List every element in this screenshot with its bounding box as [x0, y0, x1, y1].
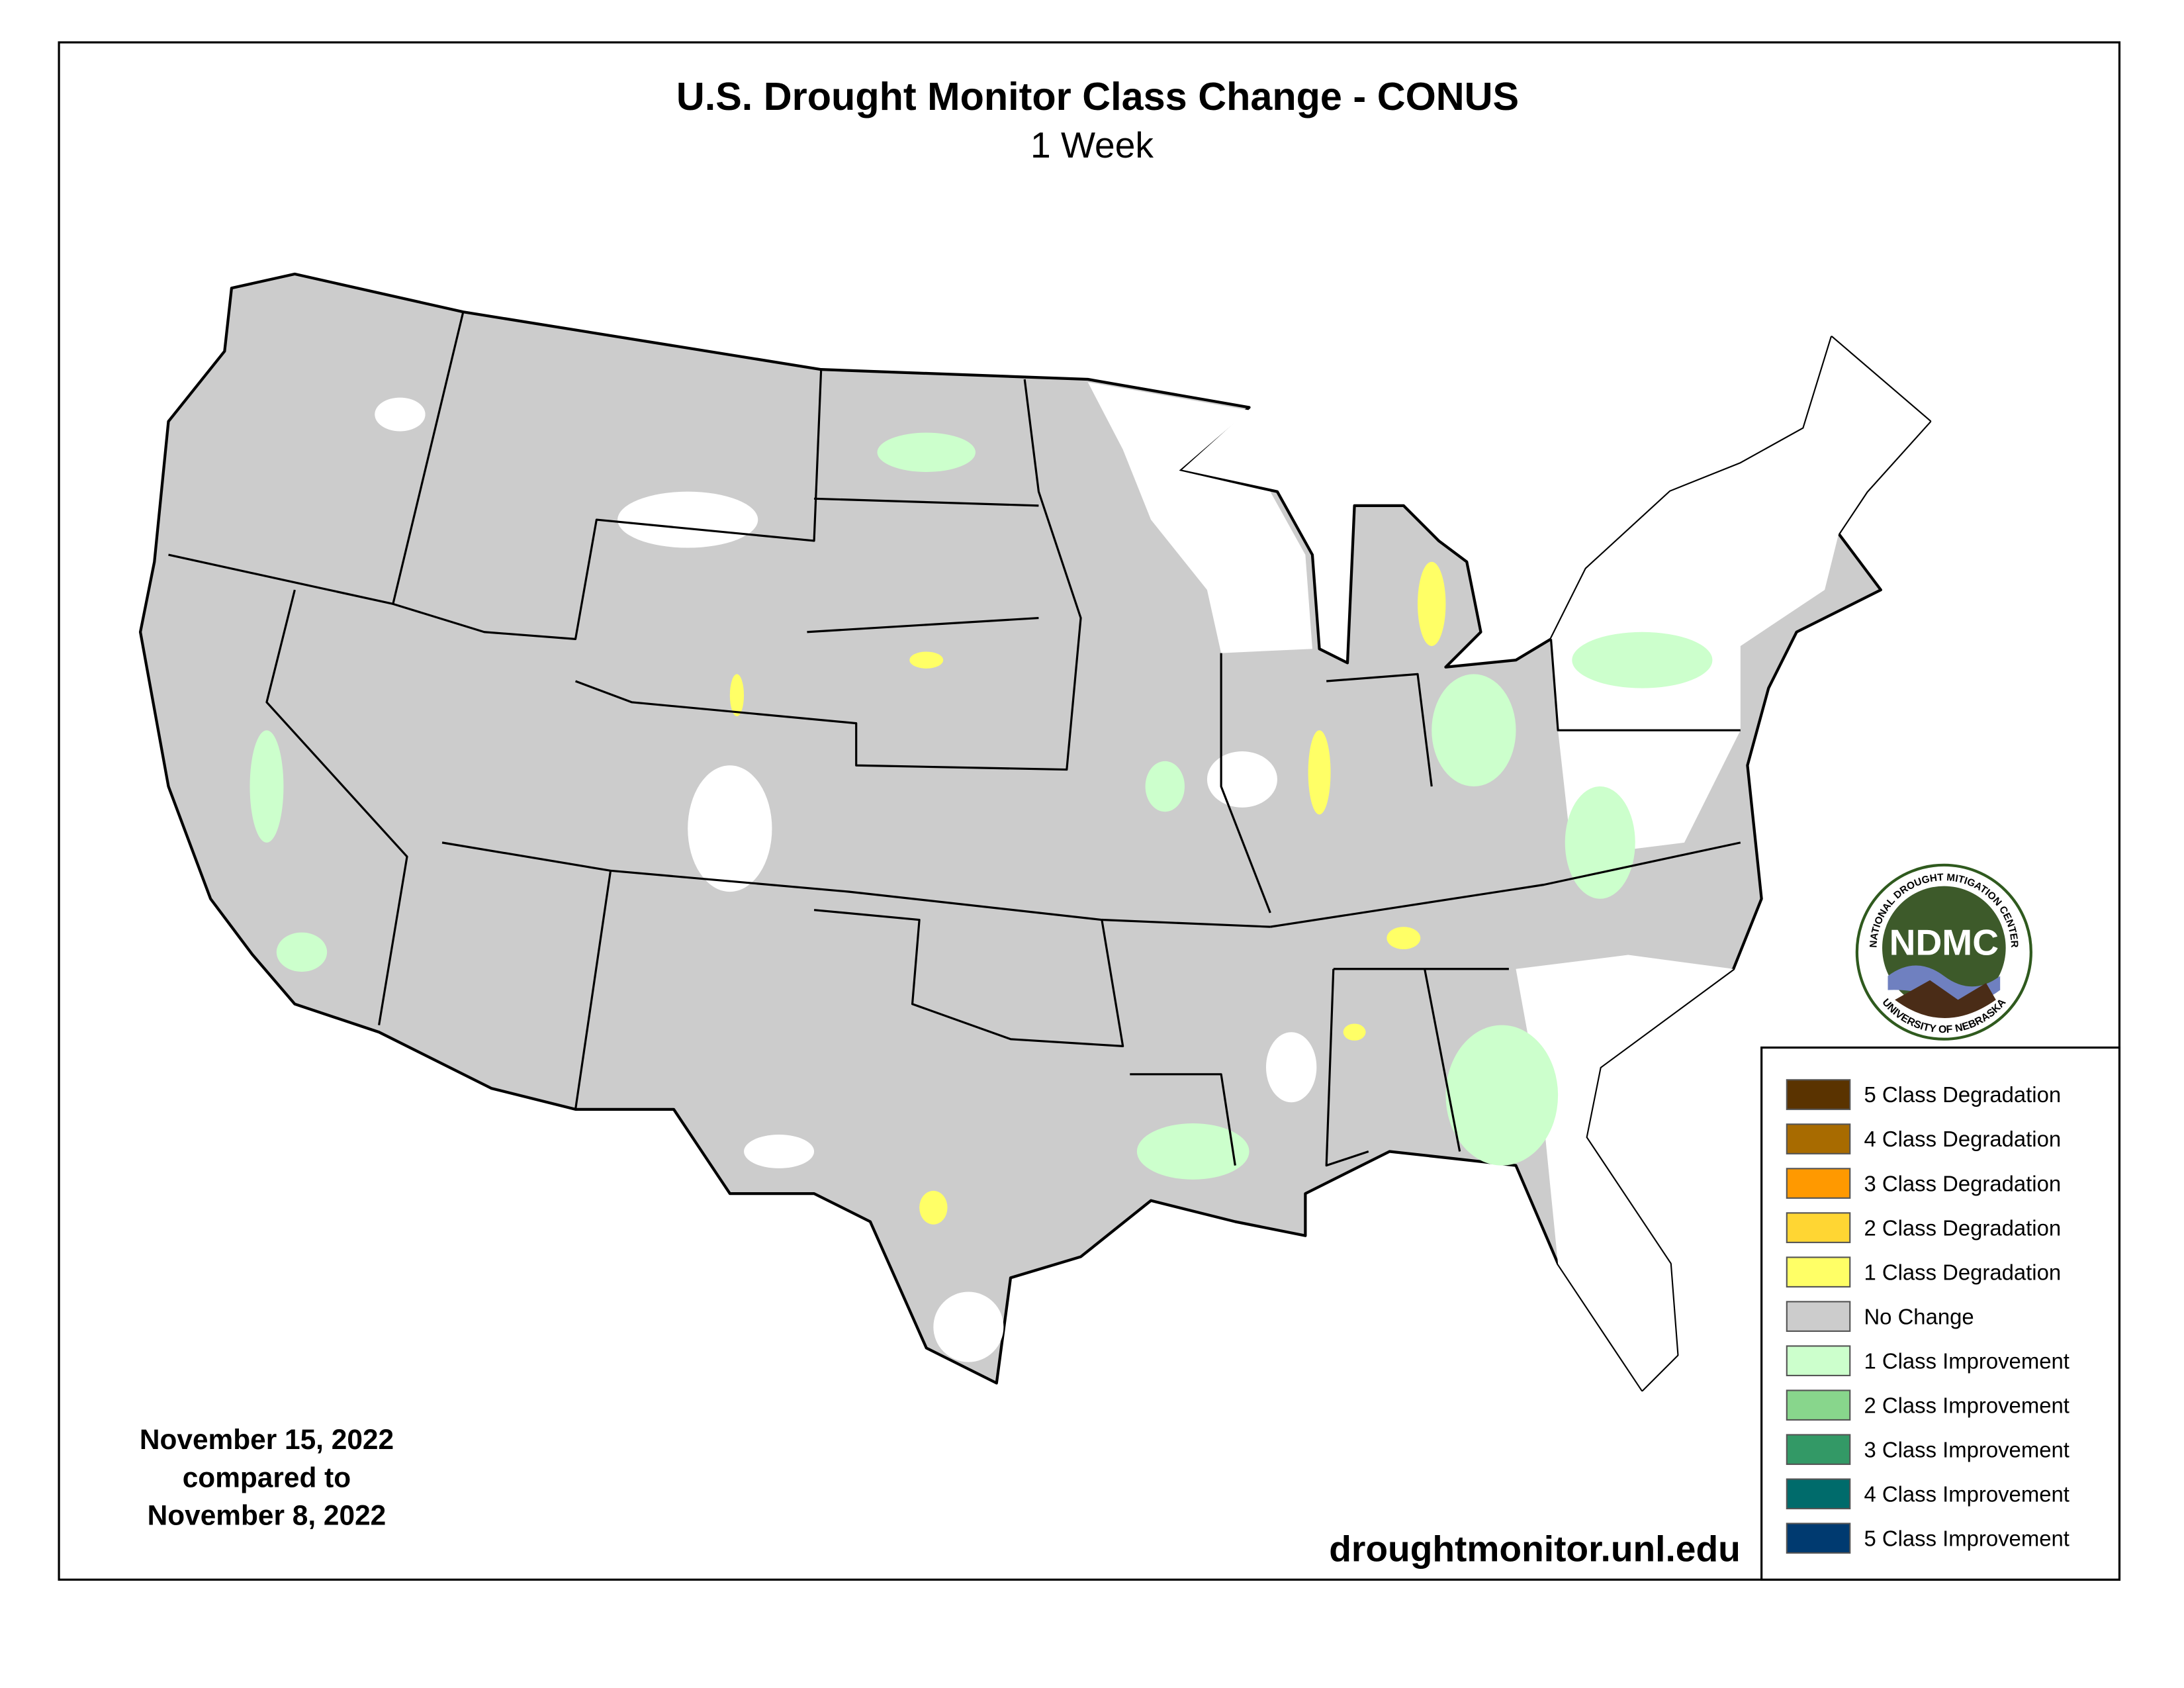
- legend-swatch: [1786, 1389, 1851, 1421]
- legend-swatch: [1786, 1168, 1851, 1199]
- improvement-areas: [250, 432, 1713, 1180]
- legend-swatch: [1786, 1301, 1851, 1332]
- legend-label: 2 Class Degradation: [1864, 1215, 2061, 1240]
- legend-label: 5 Class Degradation: [1864, 1082, 2061, 1107]
- no-drought-areas: [375, 337, 1931, 1390]
- title: U.S. Drought Monitor Class Change - CONU…: [676, 74, 1519, 118]
- legend-swatch: [1786, 1212, 1851, 1243]
- legend-swatch: [1786, 1523, 1851, 1554]
- legend-swatch: [1786, 1345, 1851, 1377]
- date-line: November 8, 2022: [148, 1500, 387, 1531]
- state-borders: [168, 311, 1741, 1167]
- us-map: [138, 272, 1932, 1392]
- logo-land: [1895, 980, 1996, 1018]
- legend-label: 5 Class Improvement: [1864, 1526, 2069, 1550]
- legend-label: 1 Class Degradation: [1864, 1260, 2061, 1284]
- legend: 5 Class Degradation 4 Class Degradation 3 …: [1786, 1079, 2070, 1554]
- legend-swatch: [1786, 1256, 1851, 1288]
- legend-swatch: [1786, 1079, 1851, 1110]
- date-line: compared to: [183, 1462, 351, 1493]
- legend-label: 3 Class Improvement: [1864, 1437, 2069, 1462]
- legend-label: 4 Class Degradation: [1864, 1127, 2061, 1151]
- source-url: droughtmonitor.unl.edu: [1329, 1528, 1741, 1570]
- legend-swatch: [1786, 1478, 1851, 1510]
- logo-center: NDMC: [1889, 922, 1999, 963]
- legend-label: 3 Class Degradation: [1864, 1171, 2061, 1196]
- subtitle: 1 Week: [1030, 124, 1154, 165]
- legend-label: 1 Class Improvement: [1864, 1348, 2069, 1373]
- legend-label: 2 Class Improvement: [1864, 1393, 2069, 1417]
- legend-label: 4 Class Improvement: [1864, 1481, 2069, 1506]
- date-note: November 15, 2022 compared to November 8, …: [140, 1424, 394, 1531]
- legend-swatch: [1786, 1434, 1851, 1466]
- degradation-areas: [729, 561, 1446, 1225]
- legend-swatch: [1786, 1123, 1851, 1154]
- ndmc-logo: NDMC NATIONAL DROUGHT MITIGATION CENTER …: [1855, 863, 2032, 1041]
- legend-label: No Change: [1864, 1304, 1974, 1329]
- date-line: November 15, 2022: [140, 1424, 394, 1455]
